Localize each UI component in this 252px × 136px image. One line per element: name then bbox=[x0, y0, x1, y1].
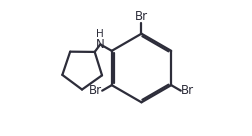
Text: Br: Br bbox=[89, 84, 102, 97]
Text: Br: Br bbox=[135, 10, 148, 23]
Text: H: H bbox=[97, 29, 104, 39]
Text: N: N bbox=[96, 38, 105, 51]
Text: Br: Br bbox=[181, 84, 194, 97]
